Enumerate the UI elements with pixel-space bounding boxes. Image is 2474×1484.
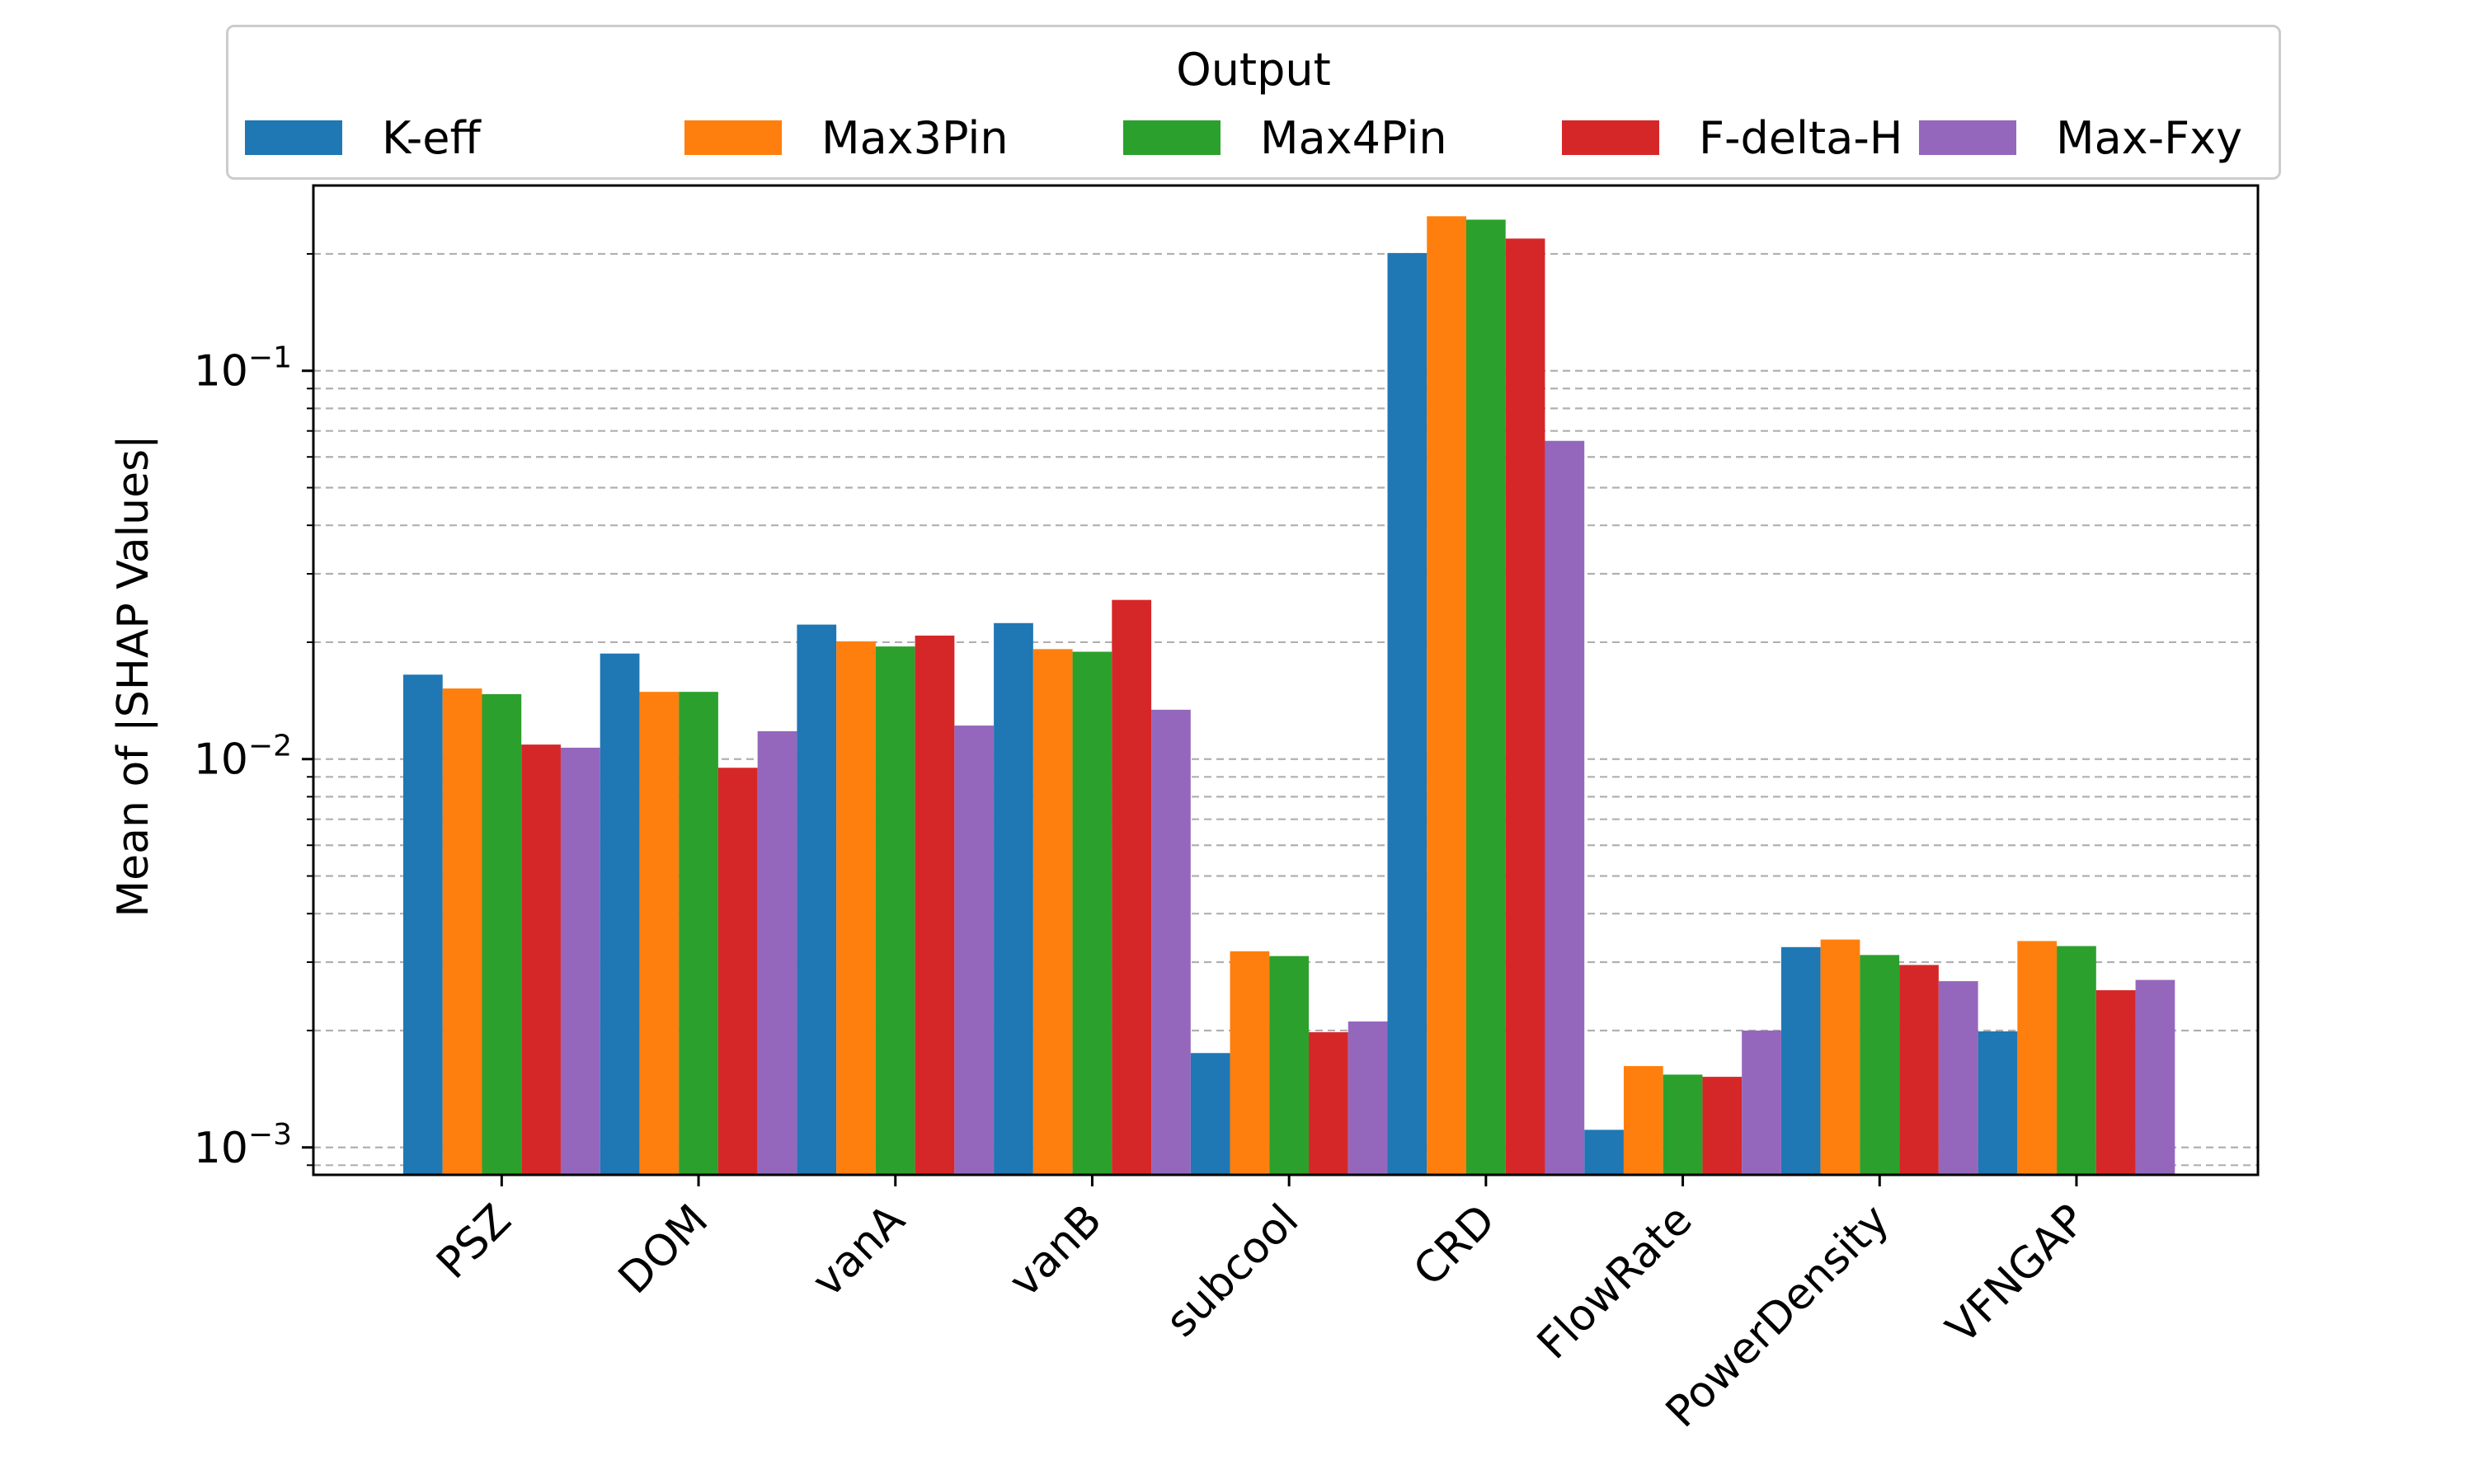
- bar-f-delta-h: [1112, 599, 1152, 1175]
- bar-max3pin: [2017, 941, 2058, 1175]
- bar-max-fxy: [1545, 440, 1585, 1175]
- bar-k-eff: [1978, 1031, 2018, 1175]
- x-tick-label: FlowRate: [1528, 1195, 1702, 1369]
- bar-max3pin: [836, 641, 876, 1175]
- bar-max-fxy: [1742, 1030, 1781, 1175]
- bar-max4pin: [1269, 956, 1310, 1175]
- legend-label: Max3Pin: [821, 111, 1009, 164]
- bar-k-eff: [1190, 1053, 1230, 1175]
- legend-swatch: [245, 120, 342, 155]
- legend-swatch: [1562, 120, 1659, 155]
- bar-k-eff: [1584, 1129, 1624, 1175]
- bar-k-eff: [1387, 252, 1427, 1176]
- legend-entry: K-eff: [245, 111, 481, 164]
- legend-swatch: [1123, 120, 1221, 155]
- x-tick-label: PSZ: [427, 1195, 520, 1289]
- bar-max3pin: [1230, 951, 1270, 1175]
- bar-max-fxy: [954, 726, 995, 1175]
- bar-f-delta-h: [915, 635, 955, 1175]
- bar-max3pin: [1820, 939, 1860, 1175]
- bar-max-fxy: [757, 730, 797, 1175]
- legend-label: K-eff: [382, 111, 481, 164]
- bar-f-delta-h: [2095, 990, 2136, 1175]
- legend-title: Output: [1176, 44, 1331, 96]
- bar-max4pin: [1663, 1074, 1703, 1175]
- bar-max-fxy: [560, 747, 600, 1175]
- x-tick-label: VFNGAP: [1937, 1195, 2095, 1354]
- bar-max4pin: [1072, 651, 1112, 1175]
- x-tick-label: vanB: [999, 1195, 1111, 1307]
- y-tick-label: 10−1: [194, 341, 292, 397]
- y-tick-label: 10−3: [194, 1118, 292, 1173]
- bar-f-delta-h: [1309, 1032, 1348, 1175]
- legend-entry: Max3Pin: [684, 111, 1009, 164]
- bar-max4pin: [1860, 955, 1900, 1175]
- bar-k-eff: [600, 653, 640, 1175]
- bar-f-delta-h: [1505, 238, 1545, 1175]
- x-tick-label: vanA: [803, 1195, 915, 1306]
- bars: [403, 216, 2175, 1176]
- legend-swatch: [1919, 120, 2016, 155]
- bar-max-fxy: [1938, 981, 1978, 1175]
- bar-f-delta-h: [717, 768, 758, 1175]
- bar-max4pin: [875, 646, 915, 1175]
- x-axis-ticks: PSZ DOM vanA vanB subcool CRD FlowRatePowerDen…: [427, 1175, 2095, 1437]
- bar-f-delta-h: [1899, 965, 1939, 1175]
- bar-k-eff: [1780, 946, 1821, 1175]
- y-axis-ticks: 10−3 10−2 10−1: [194, 252, 313, 1173]
- plot-frame: [312, 184, 2260, 1176]
- legend: Output K-eff Max3Pin Max4Pin F-delta-H M…: [226, 25, 2281, 180]
- x-tick-label: DOM: [609, 1195, 717, 1303]
- bar-max-fxy: [2135, 979, 2175, 1175]
- bar-max3pin: [442, 688, 482, 1175]
- bar-max-fxy: [1348, 1021, 1388, 1175]
- bar-max3pin: [1623, 1066, 1663, 1175]
- bar-max4pin: [482, 693, 522, 1175]
- bar-max3pin: [1427, 216, 1466, 1175]
- bar-k-eff: [797, 624, 837, 1175]
- bar-max4pin: [2057, 946, 2096, 1175]
- legend-label: F-delta-H: [1699, 111, 1903, 164]
- bar-max4pin: [679, 692, 718, 1175]
- x-tick-label: subcool: [1157, 1195, 1309, 1347]
- x-tick-label: CRD: [1404, 1195, 1505, 1296]
- legend-swatch: [684, 120, 782, 155]
- legend-entry: Max4Pin: [1123, 111, 1447, 164]
- bar-max4pin: [1465, 219, 1506, 1176]
- bar-max-fxy: [1151, 709, 1191, 1175]
- legend-label: Max4Pin: [1260, 111, 1447, 164]
- bar-max3pin: [1032, 649, 1073, 1175]
- legend-label: Max-Fxy: [2056, 111, 2243, 164]
- bar-k-eff: [403, 674, 443, 1175]
- bar-f-delta-h: [1702, 1077, 1743, 1175]
- legend-entry: F-delta-H: [1562, 111, 1903, 164]
- bar-max3pin: [639, 692, 680, 1175]
- legend-entry: Max-Fxy: [1919, 111, 2243, 164]
- y-tick-label: 10−2: [194, 730, 292, 785]
- y-axis-label: Mean of |SHAP Values|: [109, 434, 158, 918]
- bar-k-eff: [994, 622, 1033, 1175]
- bar-f-delta-h: [521, 744, 561, 1175]
